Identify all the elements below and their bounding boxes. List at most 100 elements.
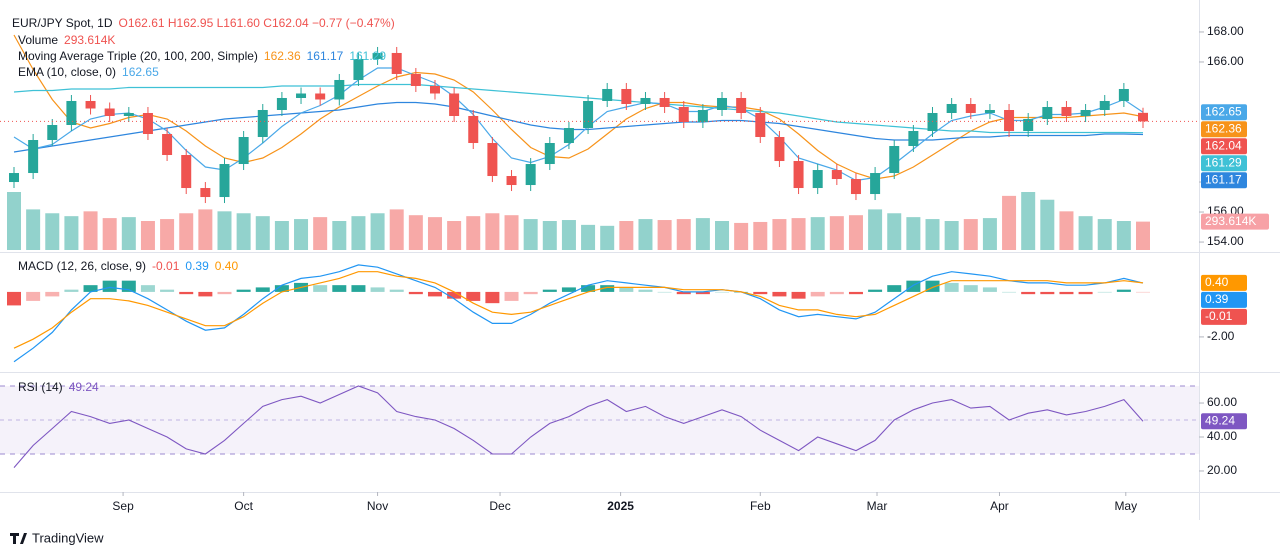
volume-bar	[753, 221, 768, 250]
candle-body	[850, 179, 861, 195]
volume-bar	[447, 221, 462, 250]
candle-body	[659, 97, 670, 107]
histogram-bar	[351, 285, 366, 292]
volume-bar	[542, 221, 557, 250]
candle-body	[1138, 112, 1148, 122]
value-badge-label: 161.17	[1205, 172, 1242, 186]
y-tick-label: 154.00	[1207, 234, 1244, 248]
volume-bar	[83, 211, 98, 250]
histogram-bar	[600, 285, 615, 292]
histogram-bar	[140, 285, 155, 292]
histogram-bar	[64, 289, 79, 292]
candle-body	[181, 155, 192, 189]
volume-badge-label: 293.614K	[1205, 214, 1256, 228]
ema-name: EMA (10, close, 0)	[18, 65, 116, 79]
symbol-title: EUR/JPY Spot, 1D	[12, 16, 113, 30]
candle-body	[276, 97, 287, 110]
histogram-bar	[370, 287, 385, 292]
volume-bar	[676, 219, 691, 250]
volume-legend: Volume 293.614K	[18, 33, 115, 47]
volume-badge	[1201, 213, 1269, 230]
histogram-bar	[255, 287, 270, 292]
histogram-bar	[1059, 291, 1074, 295]
histogram-bar	[217, 291, 232, 295]
y-tick-label: 40.00	[1207, 429, 1237, 443]
candle-body	[927, 112, 938, 132]
signal-value: 0.40	[215, 259, 239, 273]
signal-line	[13, 271, 1144, 349]
y-tick-label: 60.00	[1207, 395, 1237, 409]
x-tick-label: Apr	[990, 499, 1009, 513]
volume-bar	[695, 218, 710, 250]
histogram-bar	[389, 289, 404, 292]
legend: EUR/JPY Spot, 1D O162.61 H162.95 L161.60 …	[12, 16, 395, 394]
volume-bar	[1059, 211, 1074, 250]
histogram-bar	[485, 291, 500, 304]
candle-body	[391, 52, 402, 74]
histogram-bar	[638, 289, 653, 292]
candle-body	[870, 173, 881, 195]
volume-bar	[1002, 195, 1017, 250]
x-tick-label: Mar	[867, 499, 888, 513]
volume-bar	[217, 211, 232, 250]
histogram-bar	[332, 285, 347, 292]
ema-legend: EMA (10, close, 0) 162.65	[18, 65, 159, 79]
volume-bar	[791, 218, 806, 250]
histogram-bar	[102, 280, 117, 292]
histogram-bar	[1078, 291, 1093, 295]
volume-value: 293.614K	[64, 33, 115, 47]
value-badge-label: 161.29	[1205, 155, 1242, 169]
volume-bar	[944, 221, 959, 250]
ma-name: Moving Average Triple (20, 100, 200, Sim…	[18, 49, 258, 63]
volume-bar	[1097, 219, 1112, 250]
candle-body	[104, 108, 115, 116]
histogram-bar	[83, 285, 98, 292]
histogram-bar	[121, 280, 136, 292]
volume-bar	[657, 220, 672, 250]
histogram-bar	[619, 287, 634, 292]
value-badge	[1201, 413, 1247, 430]
candle-body	[1118, 88, 1129, 101]
value-badge	[1201, 104, 1247, 121]
volume-bar	[925, 219, 940, 250]
volume-bar	[715, 221, 730, 250]
value-badge-label: 0.40	[1205, 275, 1229, 289]
volume-name: Volume	[18, 33, 58, 47]
histogram-bar	[848, 291, 863, 295]
y-tick-label: 168.00	[1207, 24, 1244, 38]
histogram-bar	[1040, 291, 1055, 295]
macd-hist-value: -0.01	[152, 259, 180, 273]
volume-bar	[389, 209, 404, 250]
candle-body	[296, 93, 307, 98]
macd-name: MACD (12, 26, close, 9)	[18, 259, 146, 273]
ema-value: 162.65	[122, 65, 159, 79]
volume-bar	[408, 215, 423, 250]
value-badge-label: 162.65	[1205, 104, 1242, 118]
value-badge	[1201, 155, 1247, 172]
candle-body	[487, 143, 498, 177]
volume-bar	[332, 221, 347, 250]
volume-bar	[294, 219, 309, 250]
candle-body	[640, 97, 651, 104]
volume-bar	[64, 216, 79, 250]
histogram-bar	[810, 291, 825, 297]
histogram-bar	[1021, 291, 1036, 295]
candle-body	[544, 143, 555, 165]
histogram-bar	[408, 291, 423, 295]
volume-bar	[1021, 192, 1036, 250]
volume-bar	[848, 215, 863, 250]
value-badge-label: 162.04	[1205, 138, 1242, 152]
macd-legend: MACD (12, 26, close, 9) -0.01 0.39 0.40	[18, 259, 238, 273]
candle-body	[793, 161, 804, 189]
rsi-legend: RSI (14) 49.24	[18, 380, 99, 394]
volume-bar	[906, 217, 921, 250]
candle-body	[621, 88, 632, 104]
brand[interactable]: TradingView	[10, 530, 104, 545]
candle-body	[238, 137, 249, 165]
histogram-bar	[925, 280, 940, 292]
volume-bar	[427, 217, 442, 250]
rsi-line	[13, 385, 1144, 468]
candle-body	[755, 112, 766, 138]
value-badge-label: 49.24	[1205, 413, 1235, 427]
